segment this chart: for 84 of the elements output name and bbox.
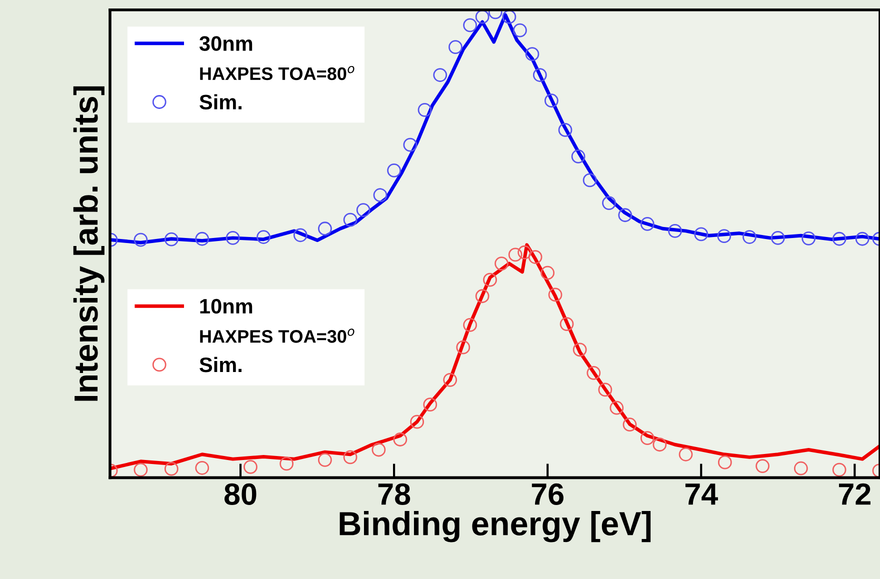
point — [293, 228, 308, 242]
point — [318, 222, 332, 236]
y-axis-title: Intensity [arb. units] — [73, 86, 104, 401]
point — [244, 460, 258, 474]
point — [195, 460, 210, 475]
point — [475, 10, 490, 24]
point — [164, 462, 178, 476]
legend-label: Sim. — [200, 356, 242, 372]
point — [502, 10, 516, 24]
point — [678, 447, 693, 462]
point — [494, 256, 508, 270]
point — [610, 400, 624, 415]
point — [640, 217, 654, 231]
point — [513, 23, 527, 38]
point — [403, 138, 418, 152]
annotation: HAXPES TOA=80$^{o}$ — [200, 66, 354, 80]
point — [622, 418, 637, 432]
point — [586, 366, 601, 380]
point — [475, 289, 490, 304]
point — [582, 173, 597, 188]
x-tick-label: 72 — [838, 483, 870, 505]
point — [456, 340, 470, 354]
point — [668, 224, 682, 238]
point — [343, 450, 358, 464]
point — [372, 442, 386, 457]
point — [518, 245, 532, 260]
point — [717, 229, 732, 244]
x-tick-label: 74 — [685, 484, 718, 505]
point — [463, 18, 477, 32]
annotation: HAXPES TOA=30$^{o}$ — [200, 328, 354, 343]
point — [508, 248, 522, 262]
point — [256, 230, 270, 244]
point — [410, 414, 424, 429]
point — [393, 432, 408, 446]
point — [718, 455, 732, 470]
legend-label: 30nm — [199, 36, 252, 51]
point — [558, 123, 572, 137]
x-axis-title: Binding energy [eV] — [340, 511, 651, 542]
point — [602, 196, 616, 210]
point — [742, 230, 756, 244]
point — [433, 68, 448, 82]
point — [540, 266, 555, 280]
point — [164, 232, 178, 246]
point — [373, 188, 388, 202]
point — [318, 453, 332, 467]
point — [548, 288, 562, 302]
point — [694, 227, 708, 242]
point — [423, 398, 438, 412]
point — [134, 232, 148, 247]
point — [794, 461, 808, 476]
point — [560, 317, 574, 332]
point — [770, 230, 785, 245]
point — [280, 456, 294, 471]
point — [544, 94, 558, 108]
point — [195, 232, 210, 246]
point — [463, 318, 477, 332]
point — [832, 462, 846, 477]
x-tick-label: 80 — [224, 483, 256, 505]
point — [418, 102, 432, 117]
point — [598, 382, 612, 397]
point — [802, 231, 816, 246]
point — [226, 230, 240, 245]
x-tick-label: 78 — [378, 483, 410, 505]
point — [525, 47, 540, 62]
point — [855, 232, 870, 246]
point — [356, 203, 370, 217]
x-tick-label: 76 — [532, 483, 564, 505]
point — [528, 250, 542, 264]
point — [448, 40, 462, 54]
point — [832, 232, 846, 246]
legend-label: Sim. — [200, 94, 242, 110]
point — [483, 272, 497, 287]
point — [618, 208, 632, 222]
point — [387, 163, 401, 178]
point — [756, 459, 770, 473]
point — [443, 372, 458, 387]
point — [134, 462, 148, 477]
point — [571, 150, 586, 164]
legend-label: 10nm — [200, 298, 252, 314]
point — [532, 68, 547, 82]
point — [652, 438, 667, 452]
point — [572, 342, 587, 357]
point — [343, 212, 358, 227]
point — [640, 431, 654, 446]
